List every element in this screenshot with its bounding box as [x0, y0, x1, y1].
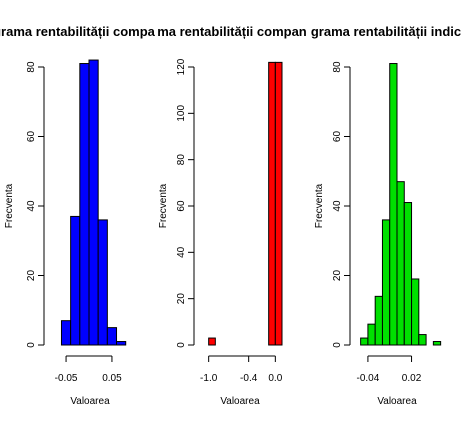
histogram-bar: [71, 216, 80, 345]
histogram-bar: [98, 220, 107, 345]
histogram-bar: [61, 321, 70, 345]
histogram-bar: [361, 338, 368, 345]
histogram-bar: [382, 220, 389, 345]
y-tick-label: 20: [176, 293, 187, 305]
chart-title-1: grama rentabilității compa: [0, 24, 156, 39]
histogram-bar: [275, 62, 282, 345]
histogram-bar: [209, 338, 216, 345]
chart-title-2: ma rentabilității compan: [157, 24, 307, 39]
x-tick-label: 0.0: [268, 373, 282, 384]
x-axis-label: Valoarea: [220, 396, 260, 407]
histogram-bar: [269, 62, 276, 345]
histogram-bar: [375, 296, 382, 345]
histogram-bar: [80, 64, 89, 345]
y-tick-label: 60: [332, 131, 343, 143]
y-tick-label: 0: [176, 342, 187, 348]
y-tick-label: 40: [332, 200, 343, 212]
y-tick-label: 60: [176, 200, 187, 212]
chart-title-3: grama rentabilității indic: [311, 24, 461, 39]
y-tick-label: 80: [332, 61, 343, 73]
histogram-bar: [89, 60, 98, 345]
y-tick-label: 120: [176, 58, 187, 75]
y-axis-label: Frecventa: [158, 183, 169, 228]
y-tick-label: 80: [176, 154, 187, 166]
histogram-bar: [404, 203, 411, 345]
histogram-bar: [433, 342, 440, 345]
y-tick-label: 40: [176, 246, 187, 258]
histogram-bar: [117, 342, 126, 345]
y-tick-label: 20: [26, 270, 37, 282]
y-tick-label: 40: [26, 200, 37, 212]
x-tick-label: -0.05: [55, 373, 78, 384]
histogram-bar: [107, 328, 116, 345]
histogram-bar: [412, 279, 419, 345]
y-tick-label: 80: [26, 61, 37, 73]
y-axis-label: Frecventa: [314, 183, 325, 228]
x-tick-label: -0.04: [357, 373, 380, 384]
y-axis-label: Frecventa: [4, 183, 15, 228]
x-tick-label: -0.4: [240, 373, 258, 384]
x-tick-label: 0.05: [102, 373, 122, 384]
histogram-bar: [397, 182, 404, 345]
y-tick-label: 0: [332, 342, 343, 348]
histogram-bar: [368, 324, 375, 345]
y-tick-label: 60: [26, 131, 37, 143]
y-tick-label: 20: [332, 270, 343, 282]
x-axis-label: Valoarea: [377, 396, 417, 407]
x-tick-label: -1.0: [200, 373, 218, 384]
x-axis-label: Valoarea: [70, 396, 110, 407]
y-tick-label: 0: [26, 342, 37, 348]
histogram-bar: [390, 64, 397, 345]
x-tick-label: 0.02: [402, 373, 422, 384]
histogram-bar: [419, 335, 426, 345]
y-tick-label: 100: [176, 105, 187, 122]
